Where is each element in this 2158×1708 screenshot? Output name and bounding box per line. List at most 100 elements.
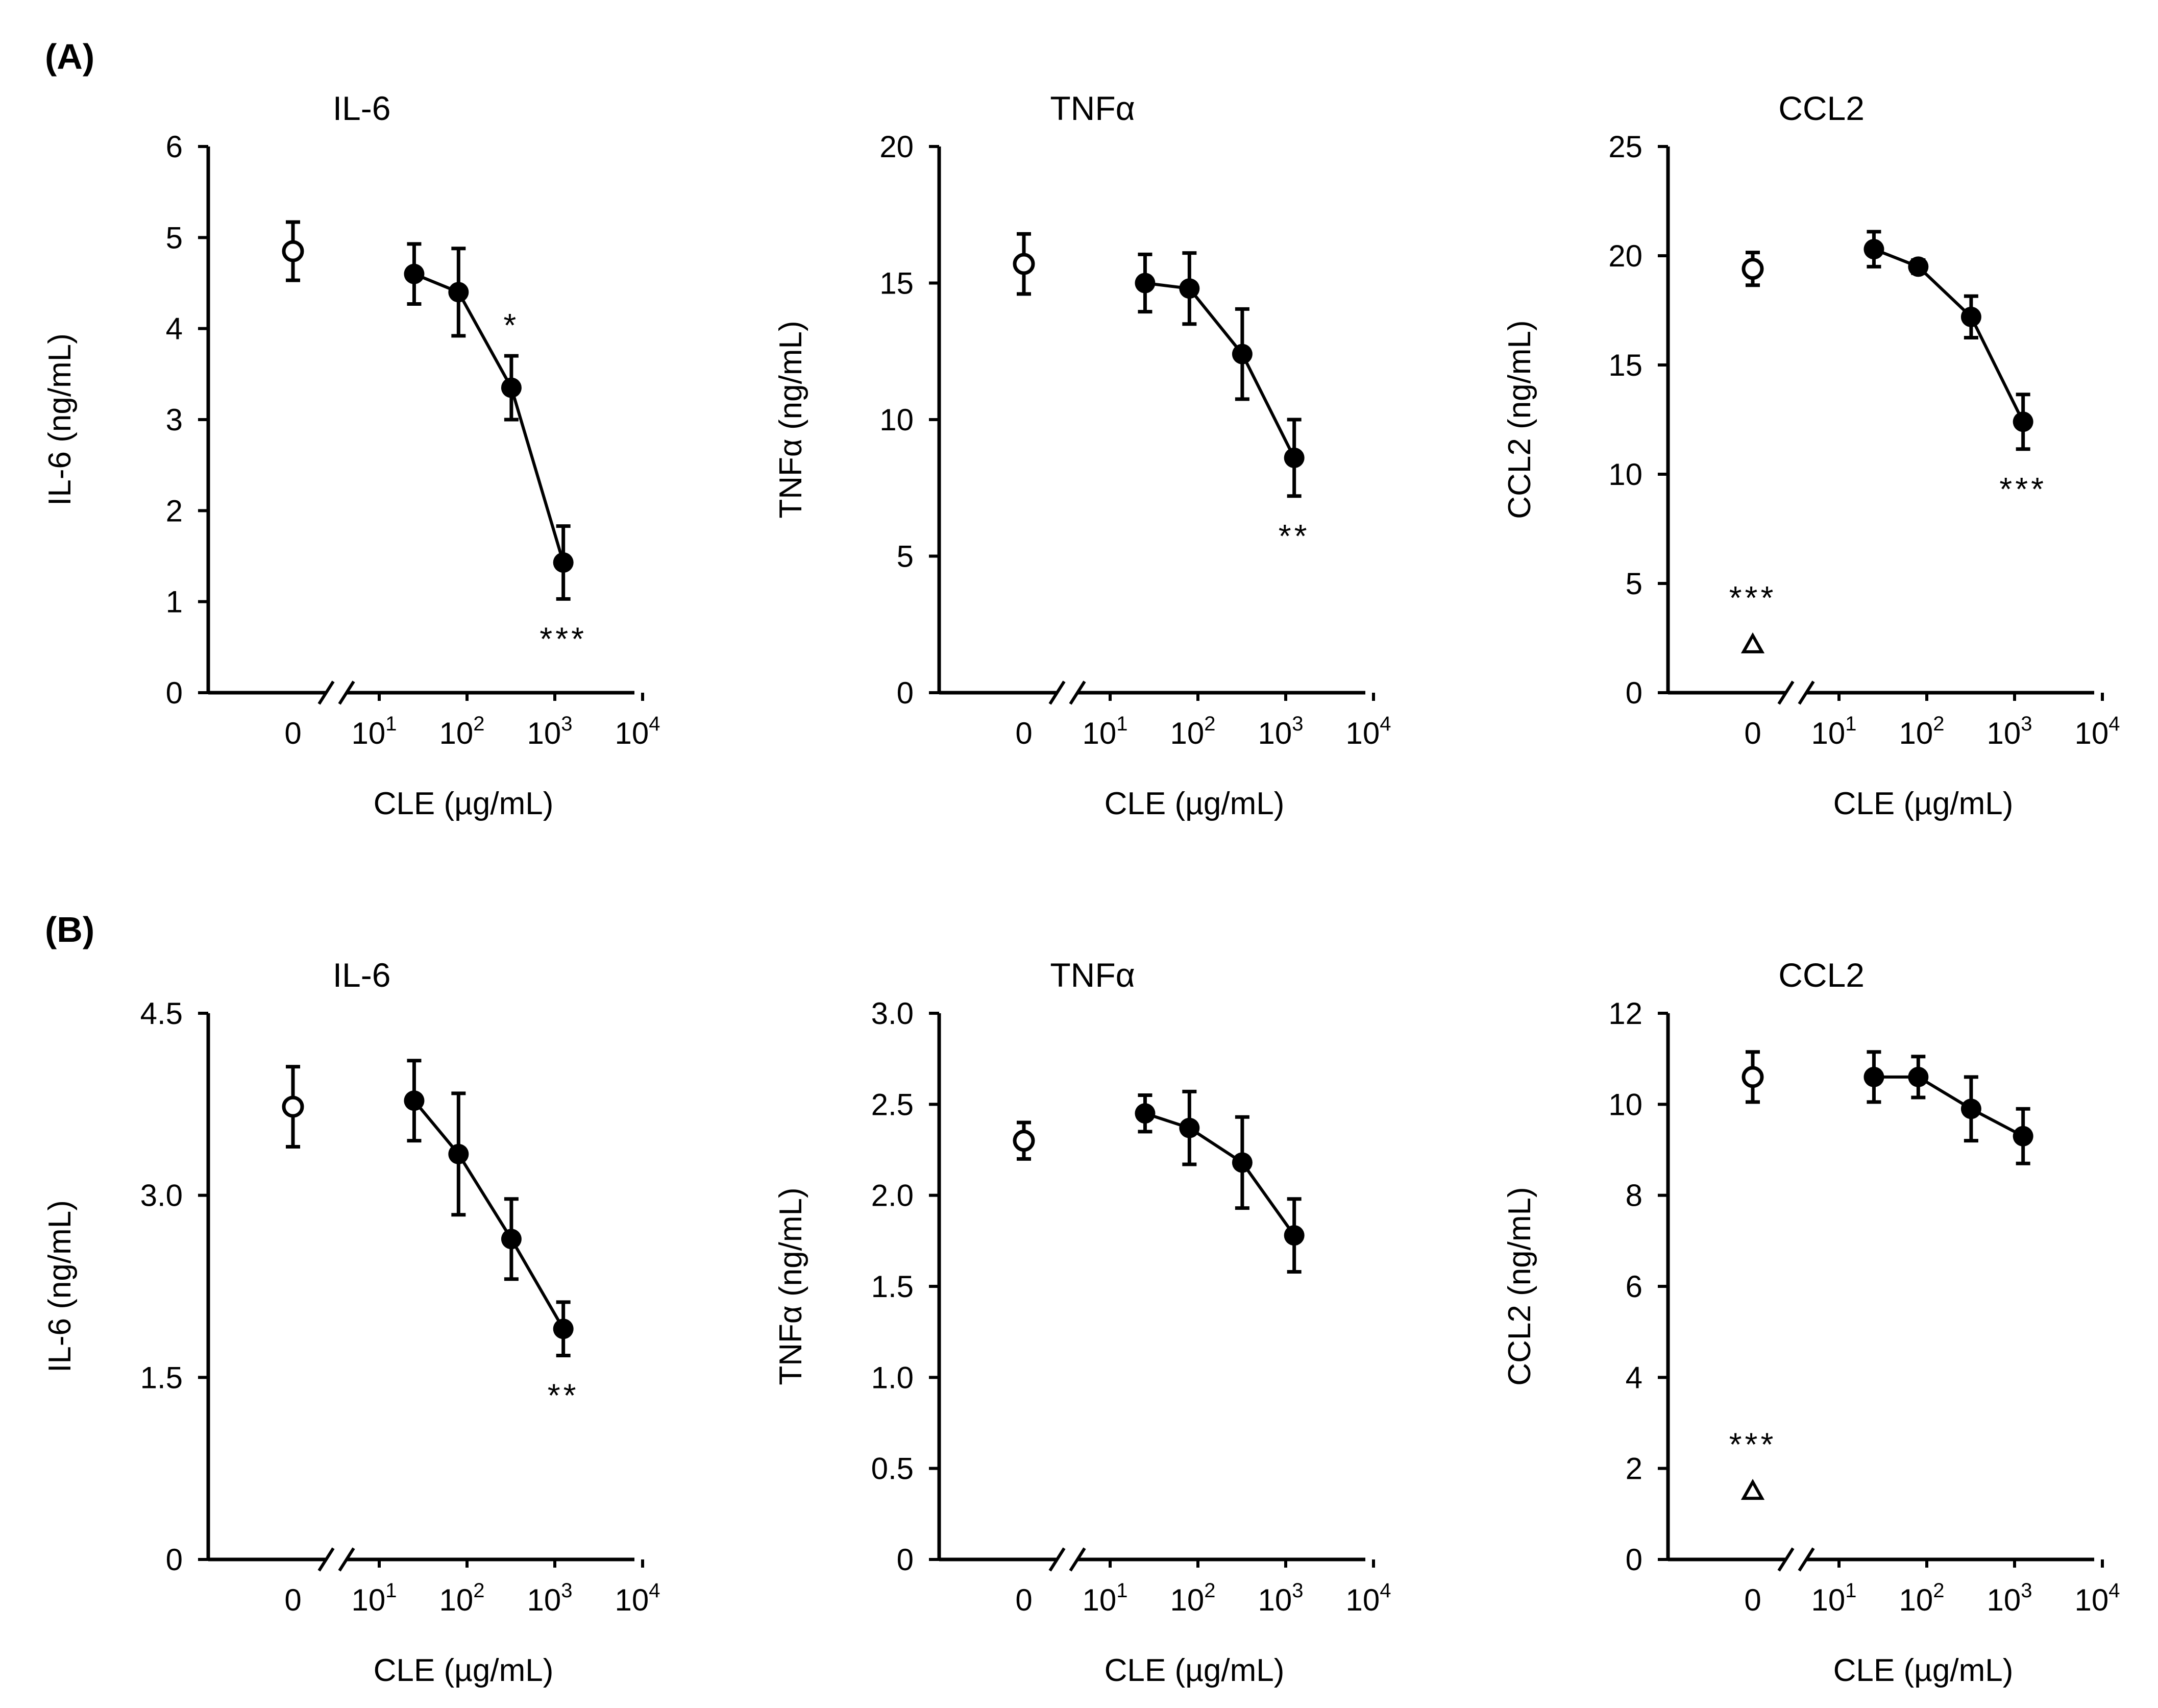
significance-label: * xyxy=(503,307,519,344)
y-tick-label: 0 xyxy=(897,676,914,710)
x-tick-exponent: 2 xyxy=(1933,713,1944,735)
y-tick-label: 1.5 xyxy=(140,1360,183,1395)
significance-label: ** xyxy=(1279,518,1310,554)
axis-break-mark xyxy=(317,680,335,705)
x-tick-label: 102 xyxy=(1170,1579,1216,1617)
x-tick-label: 102 xyxy=(1170,713,1216,750)
unstimulated-point xyxy=(1740,632,1765,653)
chart-a-tnf: TNFα 0 5 10 15 20 0 101 102 103 104 CLE (µg/mL) TNFα… xyxy=(773,89,1391,821)
x-axis-label: CLE (µg/mL) xyxy=(374,1653,554,1688)
cle-point xyxy=(1179,1117,1200,1138)
y-tick-label: 1 xyxy=(166,585,183,619)
y-tick-label: 5 xyxy=(1626,567,1642,601)
y-tick-label: 2 xyxy=(166,494,183,528)
cle-point xyxy=(2013,411,2033,432)
series-line xyxy=(413,1100,565,1330)
x-axis-label: CLE (µg/mL) xyxy=(1833,786,2014,821)
x-tick-label: 104 xyxy=(1346,713,1391,750)
x-tick-exponent: 2 xyxy=(1204,1579,1215,1602)
x-tick-exponent: 3 xyxy=(2021,713,2032,735)
y-tick-label: 10 xyxy=(1608,457,1642,492)
x-tick-label: 102 xyxy=(1899,713,1945,750)
chart-b-il6: IL-6 0 1.5 3.0 4.5 0 101 102 103 104 CLE (µg/mL) IL… xyxy=(42,956,660,1688)
y-tick-label: 2 xyxy=(1626,1452,1642,1486)
y-tick-label: 3.0 xyxy=(140,1179,183,1213)
y-tick-label: 5 xyxy=(166,221,183,255)
axis-break-mark xyxy=(1798,680,1815,705)
control-point xyxy=(1013,1130,1035,1152)
x-tick-label: 104 xyxy=(2075,713,2120,750)
cle-point xyxy=(1179,278,1200,299)
y-tick-label: 2.5 xyxy=(871,1087,914,1121)
x-axis-label: CLE (µg/mL) xyxy=(1105,786,1285,821)
y-tick-label: 3 xyxy=(166,403,183,437)
y-tick-label: 15 xyxy=(1608,348,1642,382)
cle-point xyxy=(501,377,522,398)
axis-break-mark xyxy=(1069,1547,1086,1572)
axis-break-mark xyxy=(1048,680,1066,705)
y-tick-label: 0 xyxy=(166,676,183,710)
x-tick-label: 103 xyxy=(1258,713,1304,750)
chart-title: TNFα xyxy=(1050,956,1135,994)
significance-label: *** xyxy=(1999,471,2047,507)
chart-title: IL-6 xyxy=(333,89,391,127)
axis-break-mark xyxy=(317,1547,335,1572)
series-line xyxy=(1144,1112,1296,1236)
significance-label: *** xyxy=(540,620,587,657)
cle-point xyxy=(1863,1066,1884,1087)
cle-point xyxy=(1960,306,1981,327)
x-tick-label: 104 xyxy=(2075,1579,2120,1617)
cle-point xyxy=(1960,1099,1981,1119)
x-tick-exponent: 3 xyxy=(2021,1579,2032,1602)
y-tick-label: 6 xyxy=(166,130,183,164)
cle-point xyxy=(1135,273,1156,294)
cle-point xyxy=(1908,1066,1929,1087)
x-tick-exponent: 1 xyxy=(385,1579,397,1602)
x-tick-exponent: 3 xyxy=(1292,1579,1303,1602)
y-tick-label: 0 xyxy=(1626,676,1642,710)
y-axis-label: IL-6 (ng/mL) xyxy=(42,1200,78,1373)
x-tick-exponent: 4 xyxy=(649,713,660,735)
y-tick-label: 10 xyxy=(879,403,914,437)
x-tick-label: 103 xyxy=(1258,1579,1304,1617)
x-tick-exponent: 1 xyxy=(385,713,397,735)
y-tick-label: 0 xyxy=(897,1543,914,1577)
x-axis-label: CLE (µg/mL) xyxy=(1833,1653,2014,1688)
x-tick-exponent: 2 xyxy=(473,713,484,735)
chart-title: IL-6 xyxy=(333,956,391,994)
y-tick-label: 20 xyxy=(879,130,914,164)
x-tick-label: 104 xyxy=(615,713,660,750)
y-axis-label: CCL2 (ng/mL) xyxy=(1502,320,1537,519)
y-tick-label: 8 xyxy=(1626,1179,1642,1213)
x-tick-exponent: 1 xyxy=(1116,1579,1127,1602)
axis-break-mark xyxy=(338,1547,355,1572)
x-tick-exponent: 3 xyxy=(561,713,572,735)
x-tick-label: 103 xyxy=(1987,713,2032,750)
x-tick-exponent: 1 xyxy=(1845,1579,1856,1602)
x-tick-label: 101 xyxy=(1811,1579,1857,1617)
unstimulated-point xyxy=(1740,1479,1765,1500)
control-point xyxy=(282,240,304,262)
x-tick-label: 103 xyxy=(527,713,573,750)
x-axis-label: CLE (µg/mL) xyxy=(374,786,554,821)
cle-point xyxy=(404,263,425,284)
x-tick-label: 103 xyxy=(527,1579,573,1617)
x-tick-label: 101 xyxy=(352,1579,397,1617)
y-tick-label: 15 xyxy=(879,266,914,301)
x-tick-label: 101 xyxy=(352,713,397,750)
control-point xyxy=(282,1095,304,1118)
y-axis-label: CCL2 (ng/mL) xyxy=(1502,1187,1537,1385)
control-point xyxy=(1742,258,1764,280)
chart-b-tnf: TNFα 0 0.5 1.0 1.5 2.0 2.5 3.0 0 101 102 103 104 CLE … xyxy=(773,956,1391,1688)
y-tick-label: 1.5 xyxy=(871,1270,914,1304)
cle-point xyxy=(1284,447,1305,468)
cle-point xyxy=(1863,239,1884,260)
x-tick-label: 102 xyxy=(1899,1579,1945,1617)
panel-label-b: (B) xyxy=(45,910,94,949)
y-tick-label: 0 xyxy=(1626,1543,1642,1577)
y-axis-label: IL-6 (ng/mL) xyxy=(42,333,78,506)
y-tick-label: 20 xyxy=(1608,239,1642,273)
x-tick-label: 101 xyxy=(1083,1579,1128,1617)
